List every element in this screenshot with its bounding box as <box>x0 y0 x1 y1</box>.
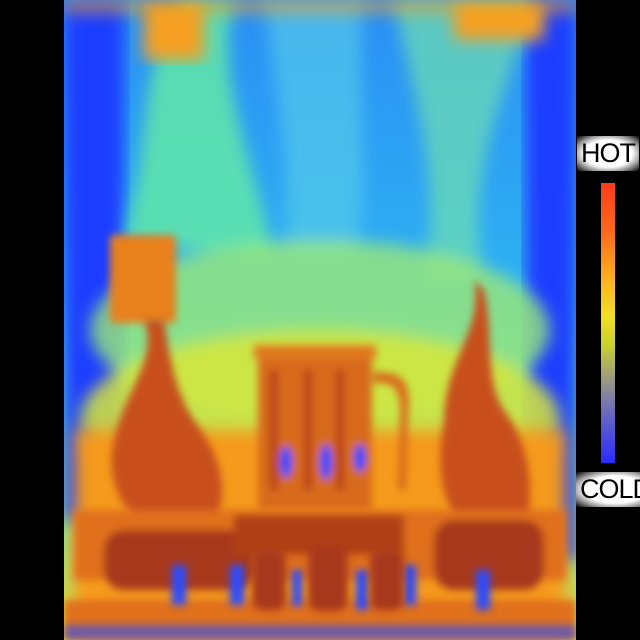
kettle <box>254 345 409 510</box>
left-box <box>110 235 176 323</box>
cold-gaps <box>64 565 576 640</box>
legend-hot-label: HOT <box>576 136 640 171</box>
hot-feet <box>252 545 404 611</box>
legend-gradient-bar <box>601 183 615 463</box>
top-warm-areas <box>64 0 576 60</box>
right-hot-object <box>440 280 530 540</box>
thermal-camera-image <box>64 0 576 640</box>
legend-cold-label: COLD <box>576 472 640 507</box>
left-hot-object <box>111 320 223 540</box>
